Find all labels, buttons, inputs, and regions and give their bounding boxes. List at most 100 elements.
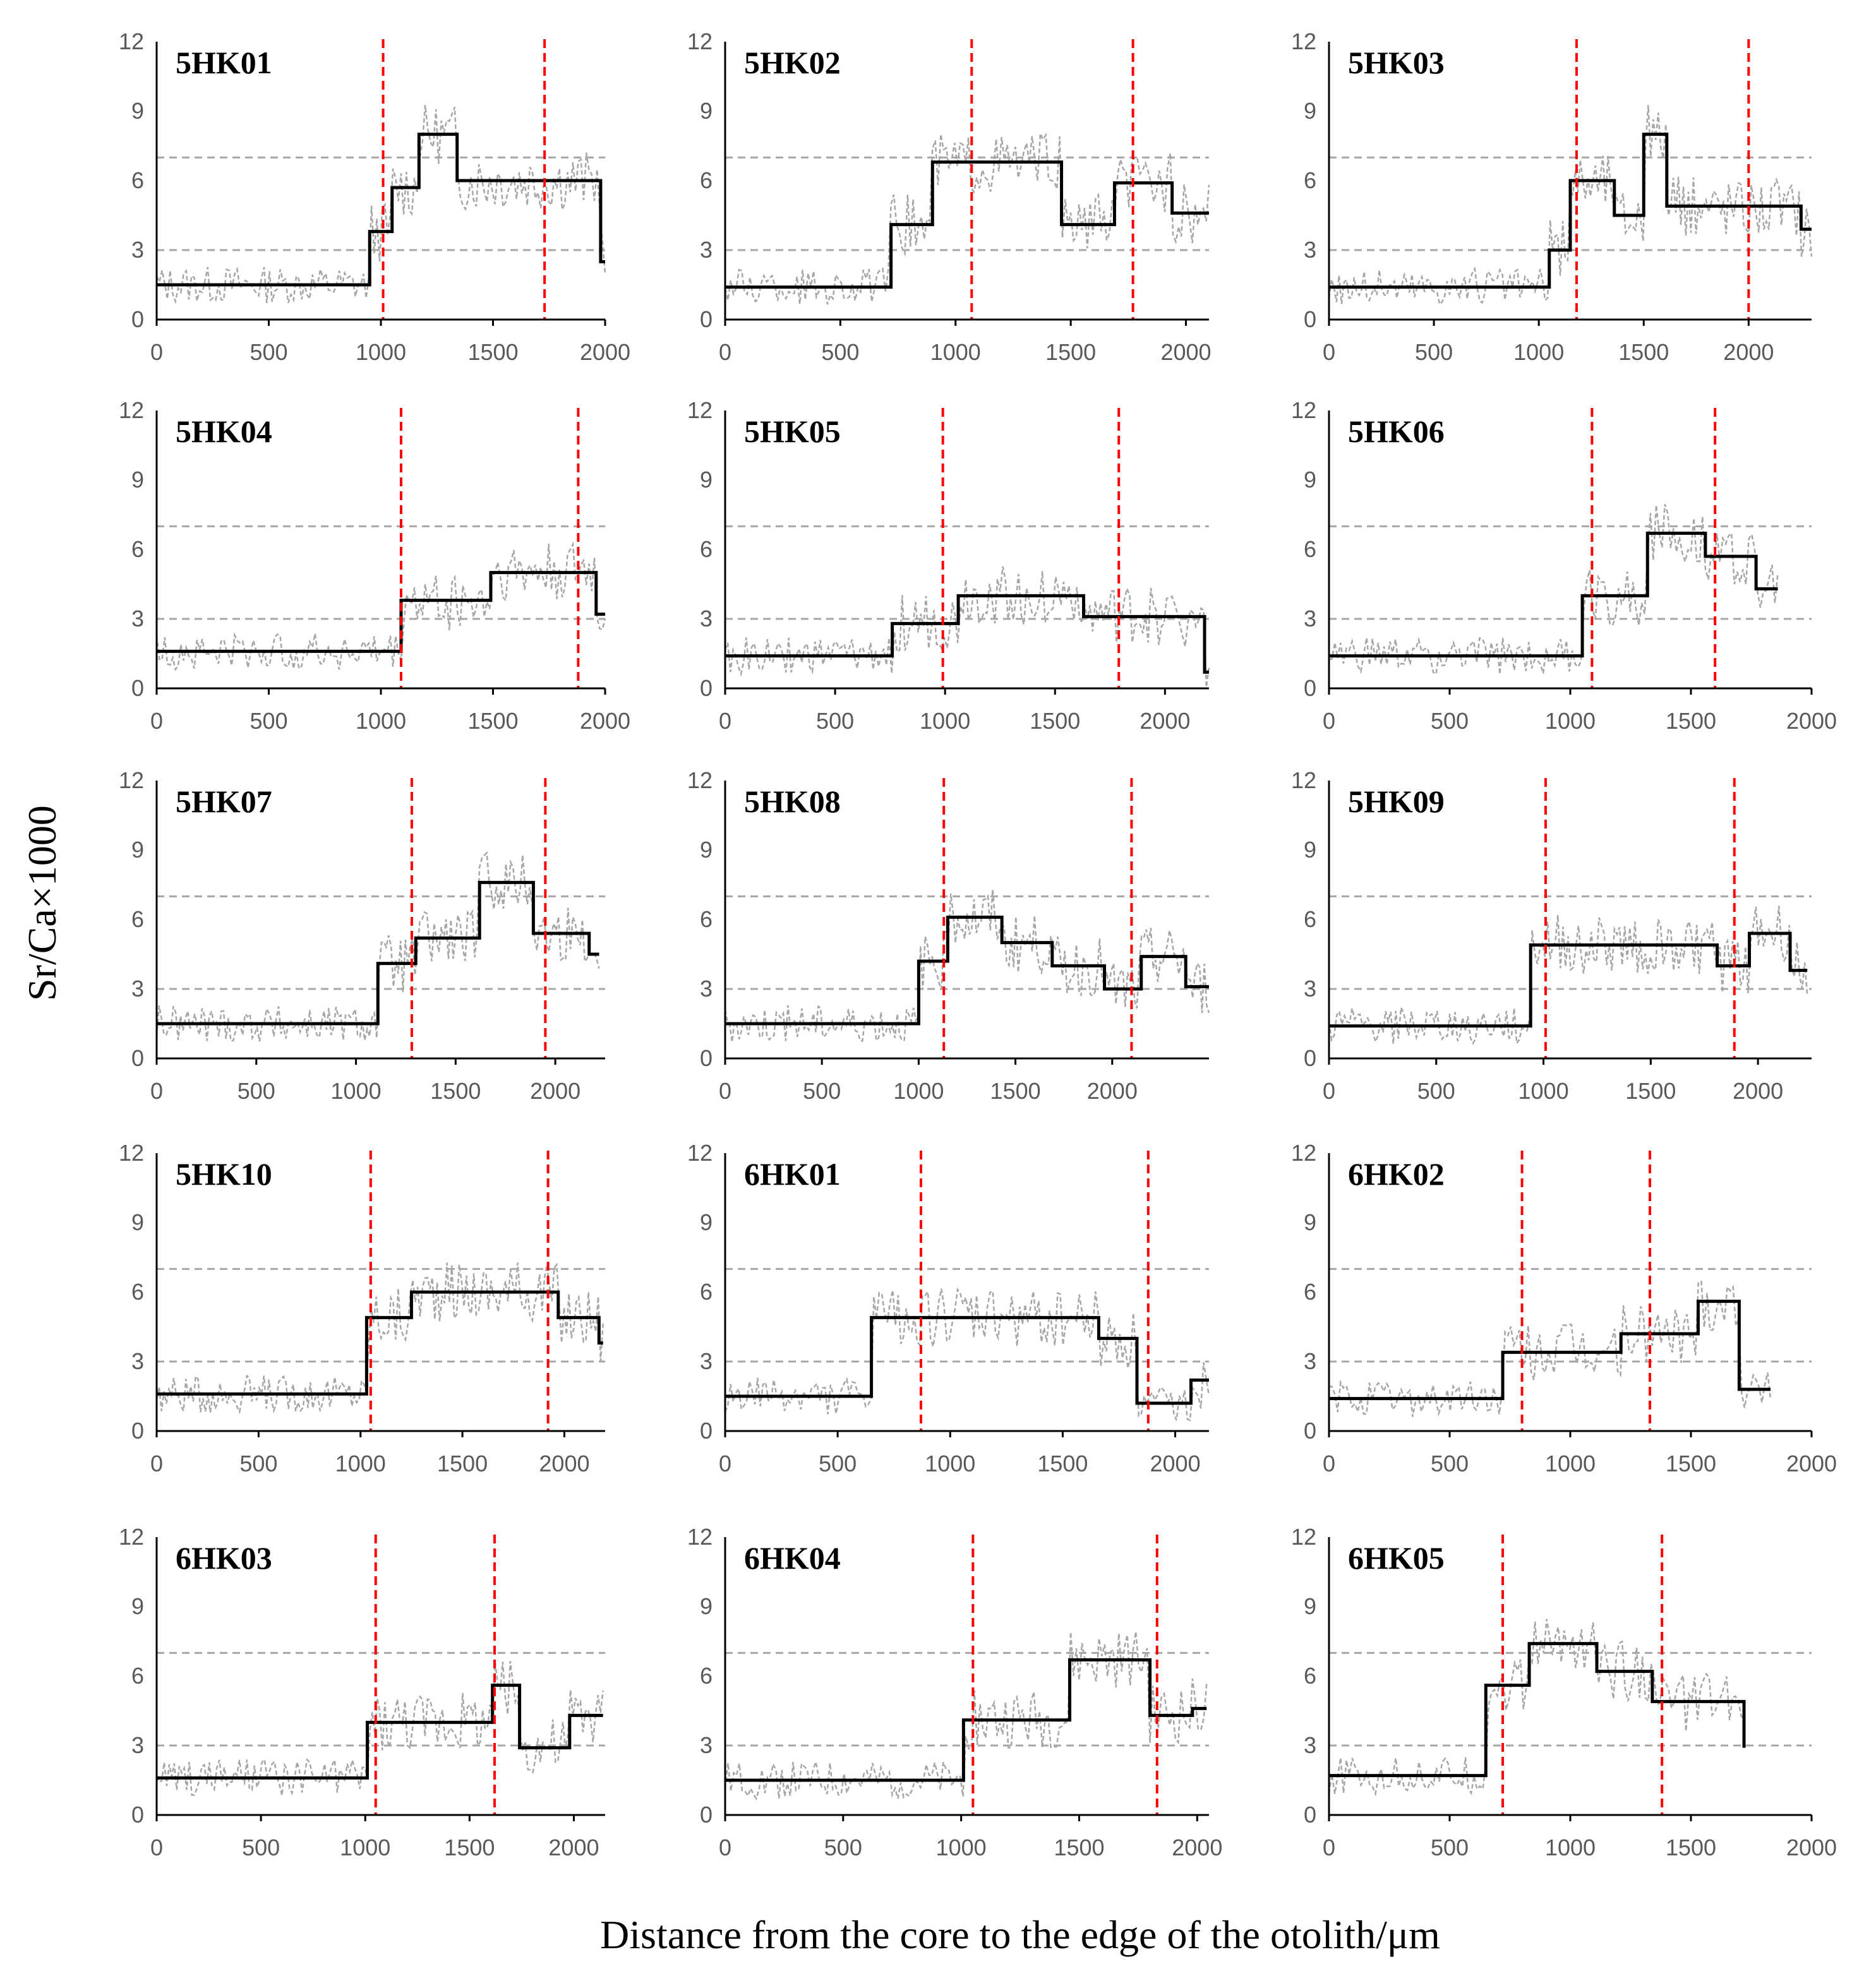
x-tick-label: 1000 xyxy=(893,1078,944,1104)
y-tick-label: 6 xyxy=(131,1279,144,1305)
y-tick-label: 12 xyxy=(119,28,144,54)
x-tick-label: 1500 xyxy=(1618,339,1669,365)
y-tick-label: 3 xyxy=(131,976,144,1002)
x-tick-label: 1000 xyxy=(930,339,981,365)
y-tick-label: 6 xyxy=(131,1663,144,1689)
x-tick-label: 2000 xyxy=(1786,708,1837,734)
y-tick-label: 3 xyxy=(131,1348,144,1374)
x-tick-label: 1000 xyxy=(1513,339,1564,365)
x-tick-label: 1500 xyxy=(430,1078,481,1104)
step-line xyxy=(725,594,1209,674)
panel-5hk02: 0 3 6 9 12 0 500 1000 1500 2000 5HK02 xyxy=(687,28,1212,365)
y-tick-label: 12 xyxy=(1291,767,1316,793)
x-tick-label: 1500 xyxy=(1045,339,1096,365)
y-tick-label: 0 xyxy=(131,1418,144,1444)
y-tick-label: 6 xyxy=(1304,1663,1316,1689)
y-tick-label: 3 xyxy=(1304,1348,1316,1374)
x-tick-label: 1500 xyxy=(1666,1451,1716,1476)
x-tick-label: 500 xyxy=(250,339,287,365)
y-tick-label: 0 xyxy=(131,1045,144,1071)
y-tick-label: 9 xyxy=(1304,1209,1316,1235)
y-tick-label: 12 xyxy=(687,28,713,54)
y-tick-label: 3 xyxy=(1304,1732,1316,1758)
y-tick-label: 6 xyxy=(131,536,144,562)
step-line xyxy=(1329,133,1812,289)
panel-5hk07: 0 3 6 9 12 0 500 1000 1500 2000 5HK07 xyxy=(119,767,605,1104)
y-tick-label: 0 xyxy=(1304,306,1316,332)
panel-title: 5HK10 xyxy=(176,1156,272,1192)
x-tick-label: 1000 xyxy=(331,1078,382,1104)
x-tick-label: 2000 xyxy=(1172,1835,1222,1860)
x-tick-label: 1000 xyxy=(340,1835,390,1860)
panel-title: 5HK03 xyxy=(1348,45,1445,80)
y-tick-label: 6 xyxy=(1304,1279,1316,1305)
x-tick-label: 500 xyxy=(1431,1835,1469,1860)
y-tick-label: 0 xyxy=(1304,675,1316,701)
y-tick-label: 12 xyxy=(1291,28,1316,54)
x-tick-label: 500 xyxy=(824,1835,862,1860)
raw-trace xyxy=(155,1262,604,1415)
step-line xyxy=(157,1684,603,1780)
y-tick-label: 6 xyxy=(700,1663,713,1689)
x-tick-label: 500 xyxy=(242,1835,280,1860)
panel-6hk03: 0 3 6 9 12 0 500 1000 1500 2000 6HK03 xyxy=(119,1524,605,1860)
x-tick-label: 500 xyxy=(1431,1451,1469,1476)
x-tick-label: 1500 xyxy=(1054,1835,1104,1860)
x-tick-label: 1000 xyxy=(1545,1835,1596,1860)
x-tick-label: 1500 xyxy=(437,1451,488,1476)
panel-5hk03: 0 3 6 9 12 0 500 1000 1500 2000 5HK03 xyxy=(1291,28,1813,365)
x-tick-label: 2000 xyxy=(1786,1451,1837,1476)
step-line xyxy=(725,1658,1207,1782)
x-tick-label: 0 xyxy=(1323,1451,1335,1476)
panel-title: 6HK04 xyxy=(744,1540,841,1576)
x-tick-label: 0 xyxy=(1323,708,1335,734)
x-tick-label: 2000 xyxy=(530,1078,580,1104)
raw-trace xyxy=(1328,906,1808,1046)
x-tick-label: 0 xyxy=(150,708,163,734)
step-line xyxy=(1329,531,1778,658)
y-tick-label: 0 xyxy=(700,675,713,701)
y-tick-label: 9 xyxy=(700,467,713,493)
y-tick-label: 12 xyxy=(1291,1524,1316,1550)
x-tick-label: 0 xyxy=(719,339,731,365)
raw-trace xyxy=(1328,504,1779,676)
x-tick-label: 0 xyxy=(150,1451,163,1476)
x-tick-label: 2000 xyxy=(580,708,630,734)
y-tick-label: 0 xyxy=(700,1045,713,1071)
y-tick-label: 6 xyxy=(131,906,144,932)
x-tick-label: 2000 xyxy=(1733,1078,1783,1104)
x-tick-label: 2000 xyxy=(580,339,630,365)
y-tick-label: 3 xyxy=(1304,976,1316,1002)
y-tick-label: 6 xyxy=(1304,906,1316,932)
x-tick-label: 1000 xyxy=(356,708,406,734)
x-tick-label: 2000 xyxy=(548,1835,599,1860)
raw-trace xyxy=(724,566,1210,688)
raw-trace xyxy=(155,105,606,304)
y-tick-label: 0 xyxy=(131,1802,144,1828)
y-tick-label: 12 xyxy=(687,767,713,793)
raw-trace xyxy=(155,541,606,671)
y-tick-label: 9 xyxy=(1304,467,1316,493)
x-tick-label: 1000 xyxy=(1518,1078,1569,1104)
y-tick-label: 9 xyxy=(1304,1593,1316,1619)
y-tick-label: 6 xyxy=(700,536,713,562)
panel-title: 5HK05 xyxy=(744,414,841,449)
panel-5hk08: 0 3 6 9 12 0 500 1000 1500 2000 5HK08 xyxy=(687,767,1210,1104)
y-tick-label: 0 xyxy=(1304,1045,1316,1071)
x-tick-label: 1000 xyxy=(1545,1451,1596,1476)
y-tick-label: 3 xyxy=(1304,237,1316,263)
step-line xyxy=(725,160,1209,289)
y-tick-label: 6 xyxy=(700,906,713,932)
y-tick-label: 0 xyxy=(700,1418,713,1444)
y-tick-label: 3 xyxy=(1304,606,1316,632)
x-tick-label: 1500 xyxy=(1666,708,1716,734)
x-tick-label: 0 xyxy=(150,1835,163,1860)
x-tick-label: 500 xyxy=(250,708,287,734)
step-line xyxy=(725,915,1209,1026)
y-tick-label: 9 xyxy=(131,98,144,124)
x-tick-label: 500 xyxy=(1415,339,1453,365)
x-tick-label: 0 xyxy=(1323,1078,1335,1104)
x-tick-label: 1500 xyxy=(1666,1835,1716,1860)
x-tick-label: 1500 xyxy=(990,1078,1041,1104)
